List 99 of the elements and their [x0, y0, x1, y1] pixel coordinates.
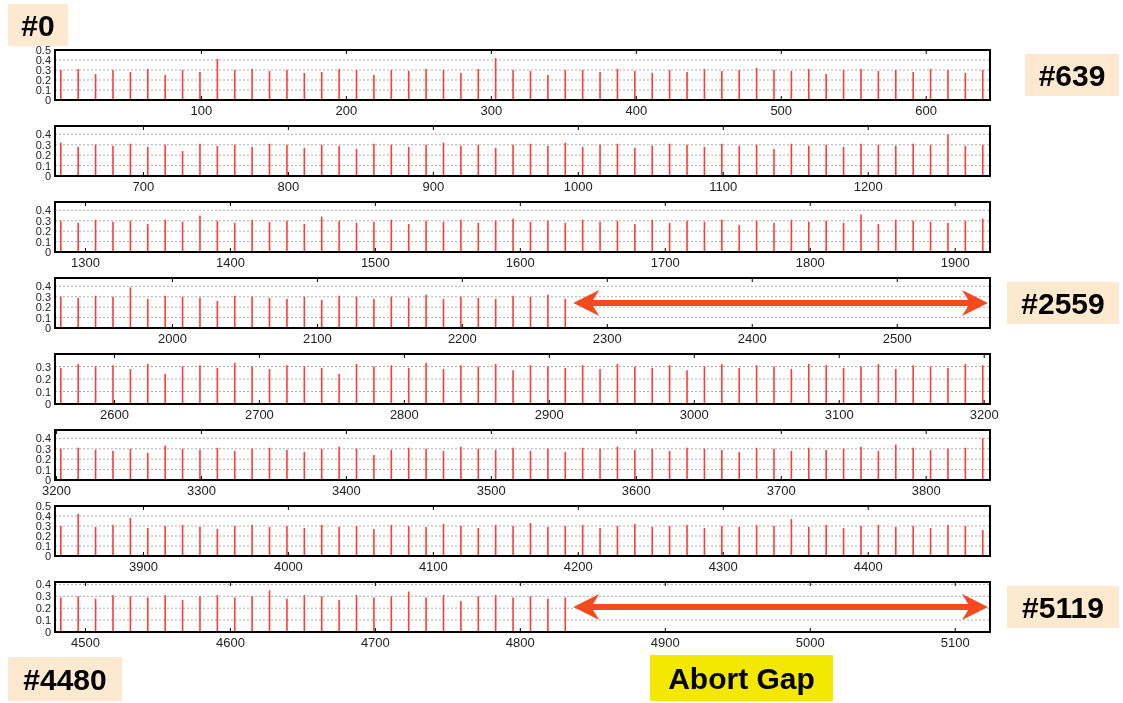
text: #5119 [1022, 591, 1104, 624]
x-tick-label: 800 [277, 179, 300, 194]
y-tick-label: 0 [44, 626, 51, 638]
x-tick-label: 4100 [418, 559, 448, 574]
x-tick-label: 4300 [708, 559, 738, 574]
y-tick-label: 0.1 [35, 159, 51, 172]
x-tick-label: 2800 [389, 407, 419, 422]
y-tick-label: 0.4 [35, 280, 51, 293]
x-tick-label: 3700 [766, 483, 796, 498]
x-tick-label: 3500 [476, 483, 506, 498]
y-tick-label: 0.1 [35, 385, 51, 398]
x-tick-label: 1000 [563, 179, 593, 194]
x-tick-label: 1400 [215, 255, 245, 270]
x-tick-label: 3200 [969, 407, 999, 422]
x-tick-label: 2700 [244, 407, 274, 422]
x-tick-label: 3200 [41, 483, 71, 498]
y-tick-label: 0.4 [35, 204, 51, 217]
y-tick-label: 0.2 [35, 225, 51, 238]
y-tick-label: 0.3 [35, 360, 51, 373]
x-tick-label: 4900 [650, 635, 680, 650]
x-tick-label: 2900 [534, 407, 564, 422]
y-tick-label: 0.1 [35, 463, 51, 476]
y-tick-label: 0.1 [35, 84, 51, 96]
y-tick-label: 0.1 [35, 235, 51, 248]
text: #639 [1038, 59, 1106, 92]
y-tick-label: 0 [44, 246, 51, 258]
x-tick-label: 3000 [679, 407, 709, 422]
y-tick-label: 0.4 [35, 128, 51, 141]
x-tick-label: 2000 [157, 331, 187, 346]
x-tick-label: 4800 [505, 635, 535, 650]
x-tick-label: 2200 [447, 331, 477, 346]
y-tick-label: 0 [44, 94, 51, 106]
x-tick-label: 4500 [70, 635, 100, 650]
x-tick-label: 1500 [360, 255, 390, 270]
x-tick-label: 500 [770, 103, 793, 118]
x-tick-label: 4700 [360, 635, 390, 650]
y-tick-label: 0.3 [35, 138, 51, 151]
x-tick-label: 3300 [186, 483, 216, 498]
x-tick-label: 2500 [882, 331, 912, 346]
y-tick-label: 0 [44, 550, 51, 562]
y-tick-label: 0.3 [35, 64, 51, 76]
x-tick-label: 3400 [331, 483, 361, 498]
x-tick-label: 4000 [273, 559, 303, 574]
y-tick-label: 0 [44, 322, 51, 334]
y-tick-label: 0.5 [35, 44, 51, 56]
y-tick-label: 0 [44, 474, 51, 486]
x-tick-label: 2100 [302, 331, 332, 346]
y-tick-label: 0 [44, 170, 51, 182]
text: #2559 [1021, 287, 1105, 320]
y-tick-label: 0 [44, 398, 51, 410]
x-tick-label: 1200 [853, 179, 883, 194]
y-tick-label: 0.2 [35, 301, 51, 314]
y-tick-label: 0.3 [35, 590, 51, 603]
x-tick-label: 2300 [592, 331, 622, 346]
x-tick-label: 4200 [563, 559, 593, 574]
y-tick-label: 0.1 [35, 540, 51, 552]
y-tick-label: 0.1 [35, 311, 51, 324]
y-tick-label: 0.4 [35, 54, 51, 66]
y-tick-label: 0.5 [35, 500, 51, 512]
y-tick-label: 0.3 [35, 290, 51, 303]
x-tick-label: 3800 [911, 483, 941, 498]
y-tick-label: 0.2 [35, 373, 51, 385]
text: Abort Gap [668, 662, 815, 695]
y-tick-label: 0.3 [35, 520, 51, 532]
y-tick-label: 0.4 [35, 578, 51, 591]
x-tick-label: 600 [915, 103, 938, 118]
x-tick-label: 2600 [99, 407, 129, 422]
text: #4480 [23, 663, 107, 696]
x-tick-label: 4400 [853, 559, 883, 574]
x-tick-label: 700 [132, 179, 155, 194]
y-tick-label: 0.2 [35, 530, 51, 542]
x-tick-label: 100 [190, 103, 213, 118]
x-tick-label: 1600 [505, 255, 535, 270]
x-tick-label: 200 [335, 103, 358, 118]
x-tick-label: 5100 [940, 635, 970, 650]
text: #0 [21, 9, 55, 42]
x-tick-label: 5000 [795, 635, 825, 650]
x-tick-label: 2400 [737, 331, 767, 346]
y-tick-label: 0.2 [35, 74, 51, 86]
x-tick-label: 1100 [709, 179, 738, 194]
x-tick-label: 400 [625, 103, 648, 118]
y-tick-label: 0.4 [35, 510, 51, 522]
x-tick-label: 1900 [940, 255, 970, 270]
x-tick-label: 3100 [824, 407, 854, 422]
x-tick-label: 1800 [795, 255, 825, 270]
y-tick-label: 0.3 [35, 442, 51, 455]
y-tick-label: 0.1 [35, 614, 51, 627]
y-tick-label: 0.3 [35, 214, 51, 227]
x-tick-label: 300 [480, 103, 503, 118]
x-tick-label: 4600 [215, 635, 245, 650]
y-tick-label: 0.4 [35, 432, 51, 445]
x-tick-label: 3600 [621, 483, 651, 498]
x-tick-label: 3900 [128, 559, 158, 574]
x-tick-label: 1300 [70, 255, 100, 270]
y-tick-label: 0.2 [35, 453, 51, 466]
x-tick-label: 1700 [650, 255, 680, 270]
x-tick-label: 900 [422, 179, 445, 194]
y-tick-label: 0.2 [35, 149, 51, 162]
y-tick-label: 0.2 [35, 602, 51, 615]
